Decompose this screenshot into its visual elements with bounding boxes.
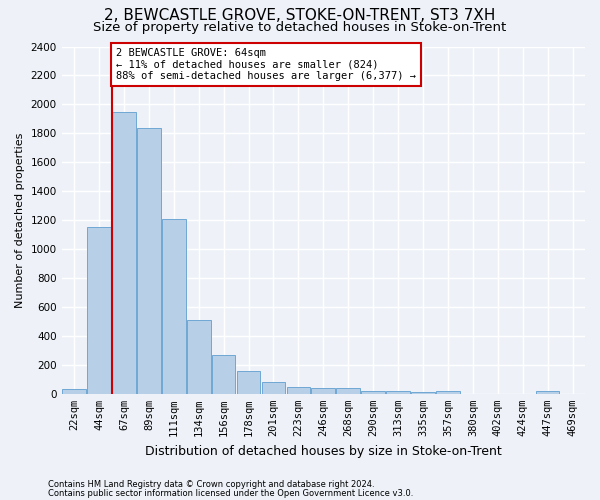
X-axis label: Distribution of detached houses by size in Stoke-on-Trent: Distribution of detached houses by size … [145,444,502,458]
Bar [212,356,235,394]
Bar [262,382,286,394]
Text: Contains HM Land Registry data © Crown copyright and database right 2024.: Contains HM Land Registry data © Crown c… [48,480,374,489]
Text: Size of property relative to detached houses in Stoke-on-Trent: Size of property relative to detached ho… [94,21,506,34]
Y-axis label: Number of detached properties: Number of detached properties [15,132,25,308]
Text: Contains public sector information licensed under the Open Government Licence v3: Contains public sector information licen… [48,488,413,498]
Text: 2 BEWCASTLE GROVE: 64sqm
← 11% of detached houses are smaller (824)
88% of semi-: 2 BEWCASTLE GROVE: 64sqm ← 11% of detach… [116,48,416,81]
Bar [411,392,435,394]
Bar [62,390,86,394]
Bar [536,391,559,394]
Bar [187,320,211,394]
Bar [237,372,260,394]
Text: 2, BEWCASTLE GROVE, STOKE-ON-TRENT, ST3 7XH: 2, BEWCASTLE GROVE, STOKE-ON-TRENT, ST3 … [104,8,496,22]
Bar [311,388,335,394]
Bar [287,386,310,394]
Bar [137,128,161,394]
Bar [337,388,360,394]
Bar [361,391,385,394]
Bar [87,228,111,394]
Bar [436,391,460,394]
Bar [162,218,185,394]
Bar [386,391,410,394]
Bar [112,112,136,394]
